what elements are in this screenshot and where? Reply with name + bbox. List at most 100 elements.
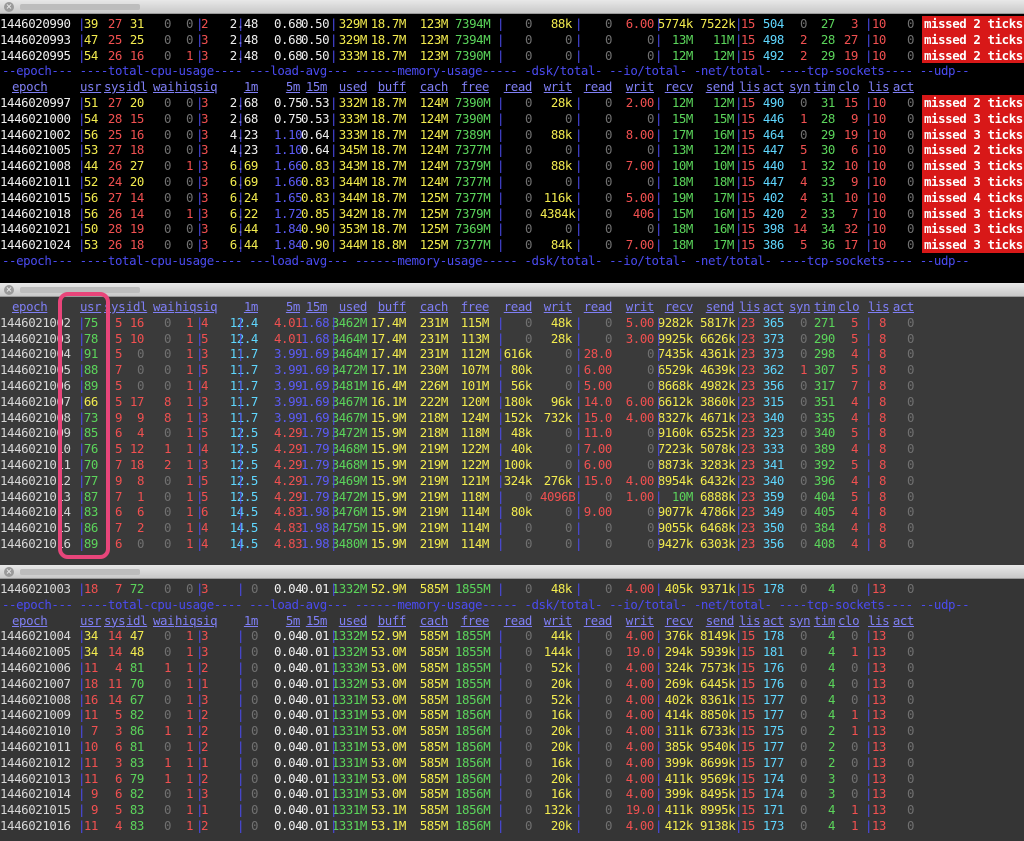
- cell-act: 0: [906, 31, 914, 47]
- cell-writ: 0: [646, 346, 654, 362]
- terminal-output[interactable]: epoch usr sys idl wai hiq siq 1m 5m 15m used buff ca…: [0, 297, 1024, 552]
- cell-clo: 0: [850, 738, 858, 754]
- cell-act: 0: [906, 520, 914, 536]
- column-separator: |: [330, 158, 338, 174]
- cell-clo: 17: [843, 237, 859, 253]
- cell-buff: 18.7M: [370, 173, 407, 189]
- cell-cach: 585M: [419, 644, 449, 660]
- table-row: 1446021006 11 4 81 1 1 2 0 0.04 0.01 1333M 53.0M 585…: [0, 659, 1024, 676]
- cell-epoch: 1446021011: [0, 173, 71, 189]
- terminal-output[interactable]: 1446020990 39 27 31 0 0 2 2.48 0.68 0.50 329M 18.7M…: [0, 14, 1024, 269]
- cell-sys: 14: [107, 644, 123, 660]
- cell-1m: 12.4: [229, 314, 259, 330]
- cell-tim: 405: [813, 504, 836, 520]
- column-separator: |: [237, 786, 245, 802]
- cell-recv: 414k: [664, 707, 694, 723]
- column-separator: |: [330, 628, 338, 644]
- cell-send: 6733k: [700, 723, 736, 739]
- cell-usr: 70: [83, 456, 99, 472]
- column-header-writ: writ: [625, 299, 655, 314]
- column-separator: |: [575, 31, 583, 47]
- terminal-output[interactable]: 1446021003 18 7 72 0 0 3 0 0.04 0.01 1332M 52.9M 585…: [0, 579, 1024, 834]
- column-separator: |: [330, 16, 338, 31]
- cell-writ: 19.0: [625, 644, 655, 660]
- cell-5m: 0.04: [274, 754, 303, 770]
- column-separator: |: [330, 221, 338, 237]
- cell-used: 329M: [338, 31, 368, 47]
- column-header-idl: idl: [126, 299, 148, 314]
- cell-recv: 7223k: [657, 441, 694, 457]
- column-header-row: epoch usr sys idl wai hiq siq 1m 5m 15m used buff ca…: [0, 299, 1024, 315]
- cell-wai: 0: [163, 520, 171, 536]
- close-icon[interactable]: ×: [4, 285, 14, 295]
- cell-read: 11.0: [583, 425, 613, 441]
- column-separator: |: [655, 393, 663, 409]
- cell-writ: 52k: [550, 691, 573, 707]
- cell-epoch: 1446021002: [0, 314, 71, 330]
- cell-syn: 2: [799, 205, 807, 221]
- cell-wai: 0: [163, 377, 171, 393]
- table-row: 1446021024 53 26 18 0 0 3 6.44 1.84 0.90 344M 18.8M…: [0, 237, 1024, 253]
- column-separator: |: [655, 691, 663, 707]
- cell-recv: 12M: [671, 47, 694, 63]
- cell-buff: 17.4M: [370, 314, 407, 330]
- cell-lis: 8: [878, 504, 886, 520]
- cell-tim: 4: [827, 644, 835, 660]
- close-icon[interactable]: ×: [4, 567, 14, 577]
- cell-send: 9138k: [700, 817, 736, 833]
- cell-recv: 9427k: [657, 535, 694, 551]
- column-separator: |: [196, 142, 204, 158]
- cell-read: 0: [604, 330, 612, 346]
- column-separator: |: [655, 520, 663, 536]
- cell-buff: 15.9M: [370, 409, 407, 425]
- cell-idl: 0: [136, 346, 144, 362]
- cell-act: 0: [906, 659, 914, 675]
- column-header-read: read: [503, 612, 533, 628]
- cell-read: 0: [524, 330, 532, 346]
- column-separator: |: [655, 770, 663, 786]
- cell-wai: 0: [163, 802, 171, 818]
- column-separator: |: [735, 47, 743, 63]
- cell-writ: 0: [564, 535, 572, 551]
- cell-recv: 411k: [664, 802, 694, 818]
- cell-read: 0: [524, 707, 532, 723]
- cell-cach: 230M: [419, 362, 449, 378]
- cell-free: 1856M: [455, 770, 491, 786]
- cell-recv: 376k: [664, 628, 694, 644]
- cell-writ: 0: [564, 346, 572, 362]
- cell-hiq: 1: [185, 659, 193, 675]
- column-separator: |: [575, 581, 583, 596]
- column-separator: |: [78, 786, 86, 802]
- column-separator: |: [237, 314, 245, 330]
- cell-hiq: 1: [185, 675, 193, 691]
- column-separator: |: [330, 346, 338, 362]
- cell-cach: 585M: [419, 675, 449, 691]
- cell-used: 3469M: [331, 472, 368, 488]
- cell-15m: 0.53: [301, 94, 330, 110]
- cell-used: 1332M: [331, 675, 368, 691]
- column-separator: |: [196, 158, 204, 174]
- cell-epoch: 1446021006: [0, 377, 71, 393]
- column-separator: |: [575, 675, 583, 691]
- cell-clo: 4: [850, 535, 858, 551]
- missed-ticks-badge: missed 3 ticks: [922, 126, 1024, 143]
- close-icon[interactable]: ×: [4, 2, 14, 12]
- cell-idl: 81: [129, 738, 145, 754]
- column-header-read: read: [583, 79, 613, 95]
- cell-siq: 3: [200, 205, 208, 221]
- cell-clo: 0: [850, 628, 858, 644]
- column-separator: |: [497, 628, 505, 644]
- cell-lis: 13: [871, 659, 887, 675]
- cell-buff: 18.7M: [370, 158, 407, 174]
- cell-free: 114M: [460, 520, 490, 536]
- cell-sys: 14: [107, 691, 123, 707]
- cell-send: 10M: [712, 158, 735, 174]
- cell-send: 16M: [712, 126, 735, 142]
- cell-cach: 585M: [419, 770, 449, 786]
- column-separator: |: [865, 205, 873, 221]
- cell-read: 0: [524, 754, 532, 770]
- column-separator: |: [330, 504, 338, 520]
- column-separator: |: [497, 189, 505, 205]
- missed-ticks-badge: missed 3 ticks: [922, 110, 1024, 127]
- cell-tim: 2: [827, 723, 835, 739]
